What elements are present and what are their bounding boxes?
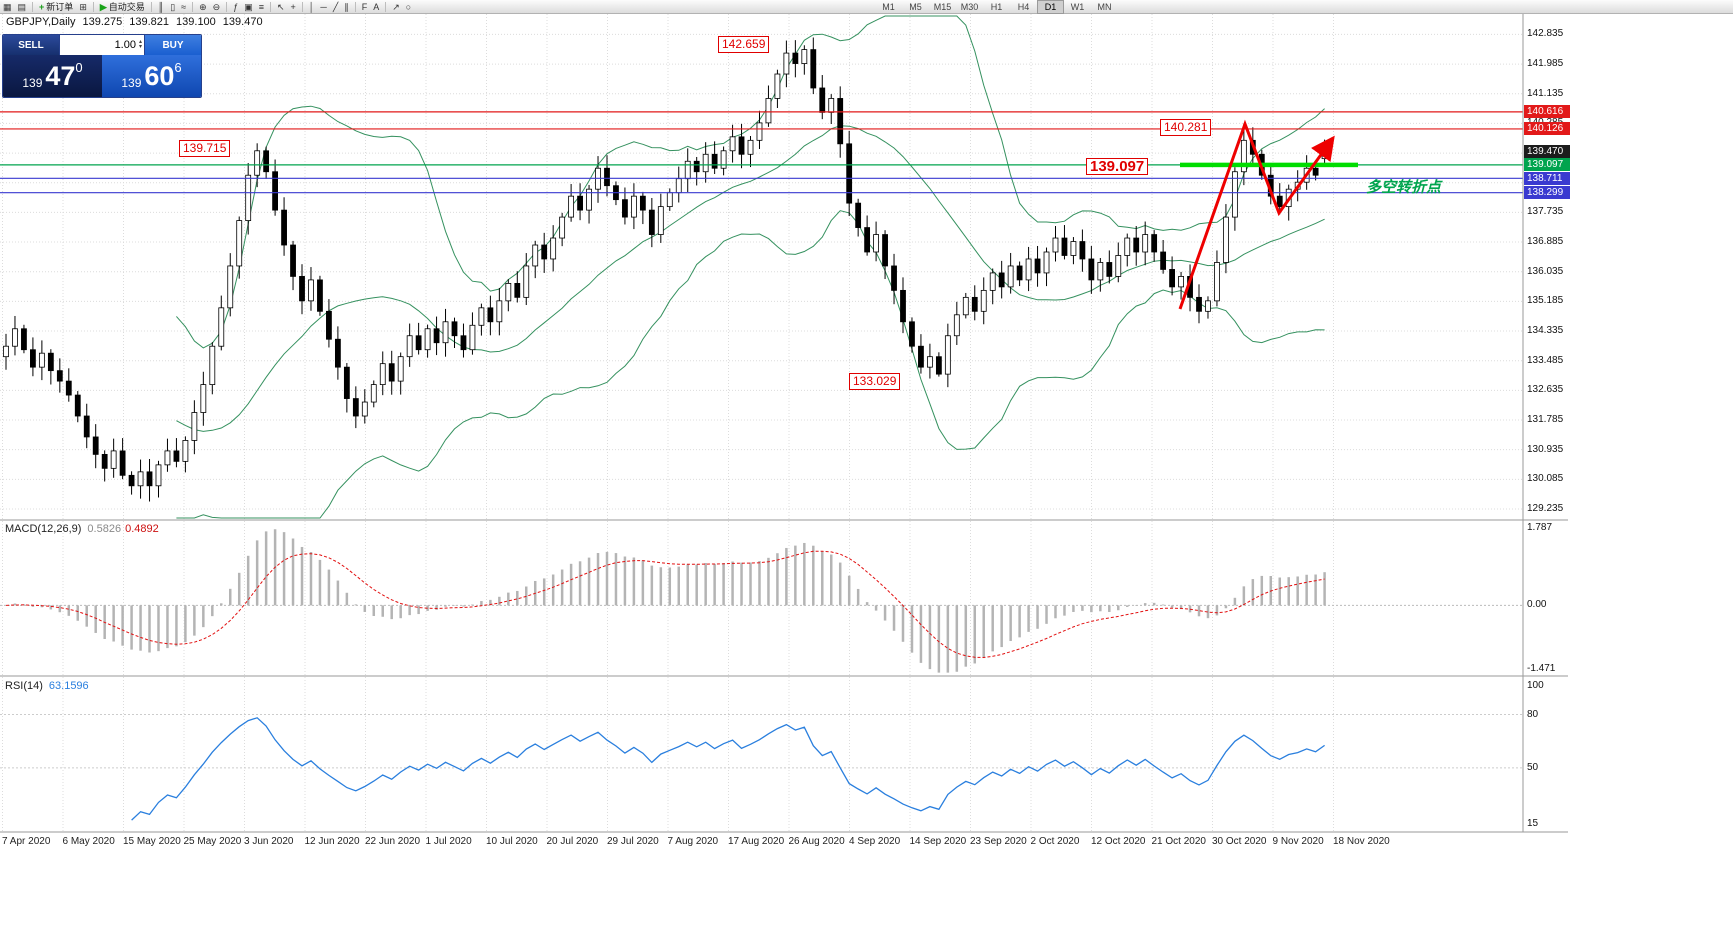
objects-list-icon[interactable]: ≡	[258, 1, 264, 12]
toolbar-separator	[385, 1, 387, 12]
toolbar: ▦ ▤ + 新订单 ⊞ ▶ 自动交易 ║ ▯ ≈ ⊕ ⊖ ƒ ▣ ≡ ↖ + │ ─ ╱ ∥ F A ↗ ○	[0, 0, 1733, 14]
thick-support-line[interactable]	[1180, 162, 1358, 168]
ask-price-button[interactable]: 139 60 6	[102, 55, 201, 97]
sell-button[interactable]: SELL	[3, 35, 59, 55]
toolbar-separator	[150, 1, 152, 12]
bollinger-upper-band	[176, 15, 1325, 349]
toolbar-separator	[226, 1, 228, 12]
rsi-title: RSI(14)	[5, 680, 43, 692]
ohlc-high: 139.821	[129, 16, 170, 28]
ask-point: 6	[174, 60, 182, 75]
candlesticks	[3, 37, 1328, 502]
ohlc-close: 139.470	[222, 16, 263, 28]
toolbar-separator	[92, 1, 94, 12]
new-order-button[interactable]: + 新订单	[39, 1, 74, 13]
timeframe-button-m15[interactable]: M15	[933, 2, 952, 12]
macd-title: MACD(12,26,9)	[5, 523, 82, 535]
templates-icon[interactable]: ▣	[244, 1, 253, 12]
timeframe-button-mn[interactable]: MN	[1097, 2, 1112, 12]
rsi-line	[131, 717, 1325, 821]
toolbar-separator	[354, 1, 356, 12]
channel-icon[interactable]: ∥	[344, 1, 349, 12]
zoom-out-icon[interactable]: ⊖	[212, 1, 221, 12]
toolbar-separator	[269, 1, 271, 12]
charts-tile-icon[interactable]: ⊞	[79, 1, 87, 12]
chart-profiles-icon[interactable]: ▤	[17, 1, 27, 12]
lot-value: 1.00	[114, 39, 136, 51]
bar-chart-icon[interactable]: ║	[157, 1, 165, 12]
bid-pips: 47	[45, 61, 76, 91]
bollinger-lower-band	[176, 210, 1325, 519]
fibonacci-icon[interactable]: F	[361, 1, 368, 12]
timeframe-button-h1[interactable]: H1	[990, 2, 1003, 12]
trend-zigzag-arrow[interactable]	[1178, 119, 1335, 310]
timeframe-button-w1[interactable]: W1	[1070, 2, 1085, 12]
horizontal-line-icon[interactable]: ─	[320, 1, 327, 12]
arrows-icon[interactable]: ↗	[392, 1, 400, 12]
bid-point: 0	[75, 60, 83, 75]
lot-size-input[interactable]: 1.00 ▴ ▾	[59, 35, 145, 55]
toolbar-separator	[301, 1, 303, 12]
toolbar-separator	[192, 1, 194, 12]
macd-label: MACD(12,26,9) 0.5826 0.4892	[5, 523, 159, 535]
timeframe-button-m5[interactable]: M5	[909, 2, 922, 12]
timeframe-button-m30[interactable]: M30	[960, 2, 979, 12]
new-chart-icon[interactable]: ▦	[3, 1, 12, 12]
bid-prefix: 139	[22, 76, 43, 90]
shapes-icon[interactable]: ○	[405, 1, 412, 12]
timeframe-button-h4[interactable]: H4	[1017, 2, 1030, 12]
line-chart-icon[interactable]: ≈	[181, 1, 187, 12]
timeframe-button-d1[interactable]: D1	[1037, 0, 1064, 14]
annotation-bull-bear-turning-point[interactable]: 多空转折点	[1366, 179, 1442, 196]
lot-spinner[interactable]: ▴ ▾	[138, 39, 142, 50]
cursor-icon[interactable]: ↖	[276, 1, 285, 12]
macd-histogram	[13, 529, 1326, 673]
text-label-icon[interactable]: A	[373, 1, 380, 12]
macd-signal-value: 0.4892	[125, 523, 159, 535]
rsi-label: RSI(14) 63.1596	[5, 680, 89, 692]
timeframe-button-m1[interactable]: M1	[882, 2, 895, 12]
crosshair-icon[interactable]: +	[290, 1, 296, 12]
trendline-icon[interactable]: ╱	[332, 1, 339, 12]
autotrading-button[interactable]: ▶ 自动交易	[99, 1, 145, 13]
symbol-ohlc-line: GBPJPY,Daily 139.275 139.821 139.100 139.470	[6, 16, 270, 28]
bollinger-middle-band	[176, 125, 1325, 432]
one-click-trading-panel: SELL 1.00 ▴ ▾ BUY 139 47 0 139 60 6	[2, 34, 202, 98]
ohlc-low: 139.100	[176, 16, 216, 28]
macd-main-value: 0.5826	[87, 523, 122, 535]
toolbar-separator	[32, 1, 34, 12]
ohlc-open: 139.275	[82, 16, 123, 28]
bid-price-button[interactable]: 139 47 0	[3, 55, 102, 97]
candlestick-chart-icon[interactable]: ▯	[170, 1, 176, 12]
spinner-down-icon[interactable]: ▾	[138, 44, 142, 50]
indicators-icon[interactable]: ƒ	[233, 1, 239, 12]
vertical-line-icon[interactable]: │	[308, 1, 315, 12]
macd-signal-line	[5, 550, 1325, 659]
ask-prefix: 139	[121, 76, 142, 90]
rsi-value: 63.1596	[48, 680, 89, 692]
symbol-name: GBPJPY,Daily	[6, 16, 76, 28]
zoom-in-icon[interactable]: ⊕	[199, 1, 207, 12]
spinner-up-icon[interactable]: ▴	[138, 39, 142, 45]
ask-pips: 60	[144, 61, 175, 91]
timeframe-toolbar: M1 M5 M15 M30 H1 H4 D1 W1 MN	[875, 0, 1118, 14]
buy-button[interactable]: BUY	[145, 35, 201, 55]
